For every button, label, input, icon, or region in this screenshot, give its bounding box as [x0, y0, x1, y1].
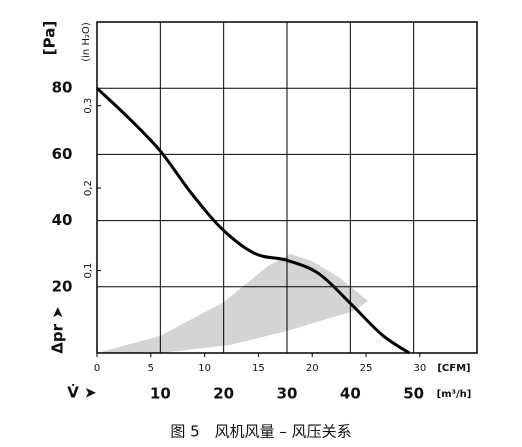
x-tick-label: 20: [213, 385, 234, 403]
x-label: [m³/h]: [437, 389, 472, 400]
x2-tick-label: 5: [148, 363, 154, 374]
x-tick-label: 50: [403, 385, 424, 403]
x-tick-label: 30: [277, 385, 298, 403]
y-tick-label: 80: [52, 79, 73, 97]
x2-tick-label: 0: [94, 363, 100, 374]
y-tick-label: 60: [52, 145, 73, 163]
x2-tick-label: 15: [252, 363, 265, 374]
curve: [95, 87, 411, 355]
x-tick-label: 10: [150, 385, 171, 403]
x2-tick-label: 10: [198, 363, 211, 374]
x-arrow: V̇ ➤: [67, 383, 96, 402]
x2-tick-label: 25: [360, 363, 373, 374]
y2-tick-label: 0,3: [83, 98, 94, 114]
x-tick-label: 40: [340, 385, 361, 403]
y-tick-label: 20: [52, 277, 73, 295]
y-arrow: Δpr ➤: [49, 306, 67, 354]
y2-tick-label: 0,2: [83, 180, 94, 196]
y2-tick-label: 0,1: [83, 263, 94, 279]
x2-label: [CFM]: [437, 363, 470, 374]
x2-tick-label: 20: [306, 363, 319, 374]
operating-region: [97, 254, 368, 353]
y-tick-label: 40: [52, 211, 73, 229]
y2-label: (in H₂O): [81, 22, 92, 62]
caption: 图 5 风机风量 – 风压关系: [170, 423, 351, 441]
y-label: [Pa]: [41, 21, 59, 55]
x2-tick-label: 30: [413, 363, 426, 374]
